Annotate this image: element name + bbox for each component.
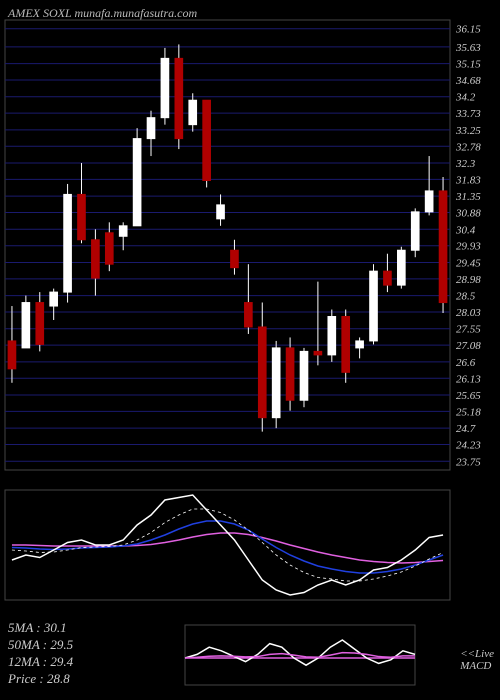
svg-text:25.65: 25.65 (456, 390, 481, 402)
stats-block: 5MA : 30.1 50MA : 29.5 12MA : 29.4 Price… (8, 620, 73, 688)
svg-text:25.18: 25.18 (456, 406, 481, 418)
ma12-label: 12MA : 29.4 (8, 654, 73, 671)
ma5-label: 5MA : 30.1 (8, 620, 73, 637)
svg-text:28.03: 28.03 (456, 307, 481, 319)
chart-container: AMEX SOXL munafa.munafasutra.com 36.15 35… (0, 0, 500, 700)
live-macd-label: <<Live MACD (460, 648, 494, 672)
chart-title: AMEX SOXL munafa.munafasutra.com (8, 6, 197, 21)
svg-text:31.35: 31.35 (455, 191, 481, 203)
price-chart: 36.15 35.63 35.15 34.68 34.2 33.73 33.25 32.78 3… (0, 0, 500, 700)
svg-text:33.73: 33.73 (455, 108, 481, 120)
svg-text:23.75: 23.75 (456, 456, 481, 468)
ma50-label: 50MA : 29.5 (8, 637, 73, 654)
svg-text:32.78: 32.78 (455, 141, 481, 153)
svg-text:24.7: 24.7 (456, 423, 476, 435)
svg-text:27.55: 27.55 (456, 324, 481, 336)
live-macd-line2: MACD (460, 660, 491, 672)
price-label: Price : 28.8 (8, 671, 73, 688)
live-macd-line1: <<Live (460, 648, 494, 660)
svg-text:34.2: 34.2 (455, 92, 476, 104)
svg-text:26.6: 26.6 (456, 357, 476, 369)
svg-text:32.3: 32.3 (455, 158, 476, 170)
svg-text:26.13: 26.13 (456, 373, 481, 385)
svg-text:33.25: 33.25 (455, 125, 481, 137)
svg-text:35.63: 35.63 (455, 42, 481, 54)
svg-text:29.45: 29.45 (456, 257, 481, 269)
svg-text:31.83: 31.83 (455, 174, 481, 186)
svg-text:29.93: 29.93 (456, 241, 481, 253)
svg-text:24.23: 24.23 (456, 440, 481, 452)
svg-text:28.5: 28.5 (456, 291, 476, 303)
svg-text:30.4: 30.4 (455, 224, 476, 236)
svg-text:35.15: 35.15 (455, 59, 481, 71)
svg-text:27.08: 27.08 (456, 340, 481, 352)
svg-text:36.15: 36.15 (455, 24, 481, 36)
svg-text:28.98: 28.98 (456, 274, 481, 286)
svg-text:30.88: 30.88 (455, 208, 481, 220)
svg-text:34.68: 34.68 (455, 75, 481, 87)
